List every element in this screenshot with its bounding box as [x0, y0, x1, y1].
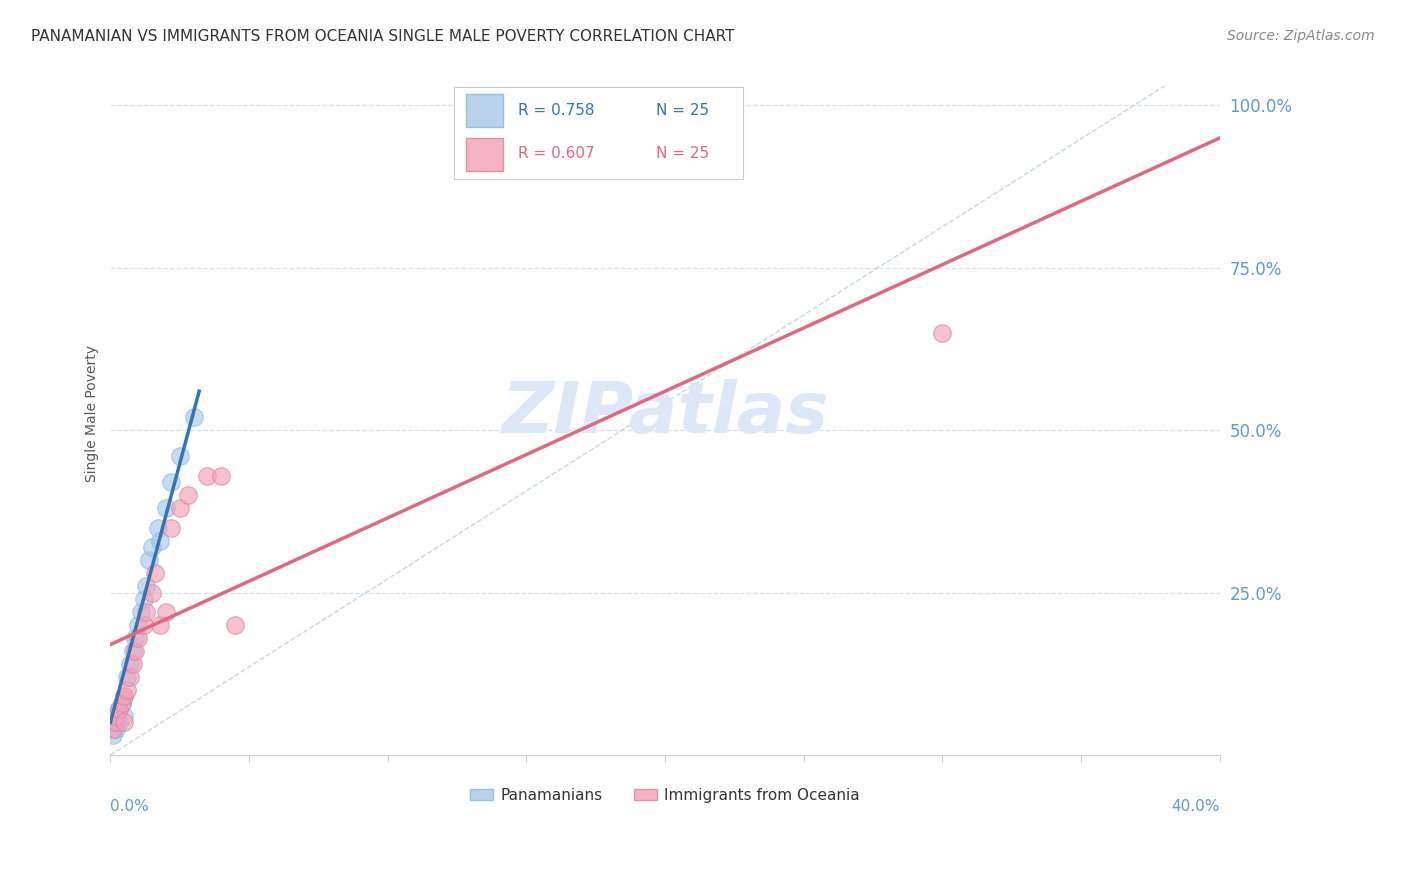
Text: PANAMANIAN VS IMMIGRANTS FROM OCEANIA SINGLE MALE POVERTY CORRELATION CHART: PANAMANIAN VS IMMIGRANTS FROM OCEANIA SI…: [31, 29, 734, 44]
Point: [160, 520, 183, 534]
Point: [103, 728, 125, 742]
Point: [104, 709, 127, 723]
Point: [155, 501, 177, 516]
Point: [135, 579, 157, 593]
Point: [110, 696, 132, 710]
Point: [127, 631, 149, 645]
Point: [104, 715, 127, 730]
Text: ZIPatlas: ZIPatlas: [502, 379, 828, 449]
Legend: Panamanians, Immigrants from Oceania: Panamanians, Immigrants from Oceania: [464, 781, 866, 809]
Point: [132, 618, 155, 632]
Point: [155, 605, 177, 619]
Point: [124, 644, 146, 658]
Point: [135, 605, 157, 619]
Point: [121, 644, 143, 658]
Point: [112, 690, 135, 704]
Point: [160, 475, 183, 490]
Text: 0.0%: 0.0%: [111, 799, 149, 814]
Point: [177, 488, 200, 502]
Point: [129, 605, 152, 619]
Point: [141, 585, 163, 599]
Point: [149, 618, 172, 632]
Point: [209, 468, 232, 483]
Point: [146, 520, 169, 534]
Point: [141, 540, 163, 554]
Point: [112, 690, 135, 704]
Point: [138, 553, 160, 567]
Y-axis label: Single Male Poverty: Single Male Poverty: [86, 345, 100, 483]
Point: [118, 670, 141, 684]
Point: [132, 592, 155, 607]
Point: [143, 566, 166, 580]
Point: [107, 702, 129, 716]
Point: [169, 501, 191, 516]
Point: [107, 702, 129, 716]
Point: [112, 709, 135, 723]
Point: [118, 657, 141, 671]
Point: [110, 696, 132, 710]
Point: [103, 715, 125, 730]
Point: [103, 722, 125, 736]
Point: [183, 410, 205, 425]
Point: [112, 715, 135, 730]
Point: [127, 618, 149, 632]
Point: [115, 683, 138, 698]
Point: [931, 326, 953, 340]
Point: [224, 618, 246, 632]
Point: [107, 715, 129, 730]
Point: [124, 631, 146, 645]
Text: 40.0%: 40.0%: [1171, 799, 1220, 814]
Point: [104, 709, 127, 723]
Text: Source: ZipAtlas.com: Source: ZipAtlas.com: [1227, 29, 1375, 43]
Point: [197, 468, 219, 483]
Point: [149, 533, 172, 548]
Point: [169, 449, 191, 463]
Point: [115, 670, 138, 684]
Point: [121, 657, 143, 671]
Point: [104, 722, 127, 736]
